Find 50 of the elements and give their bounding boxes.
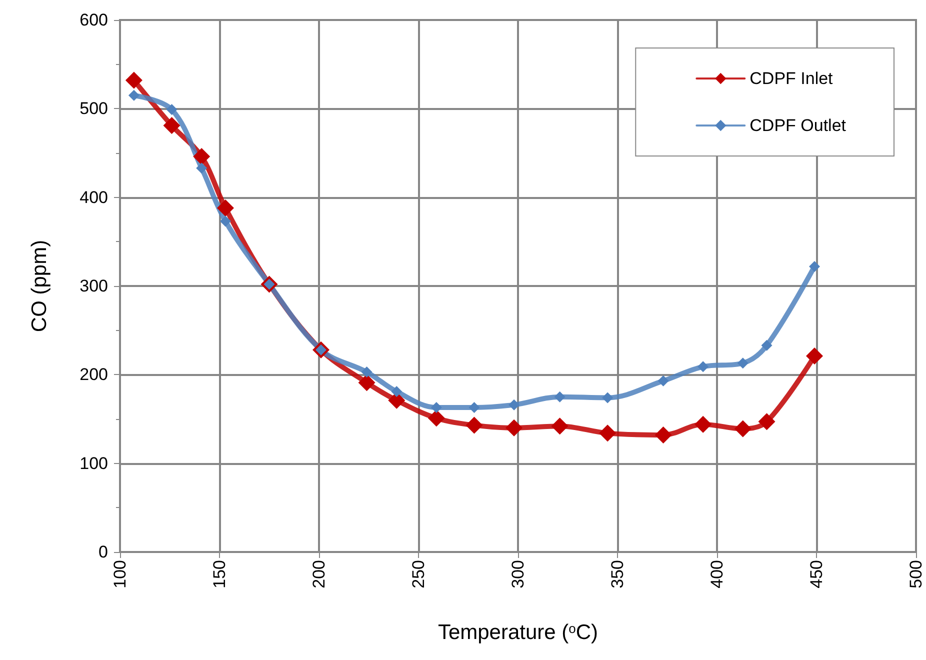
- point: [694, 416, 712, 433]
- y-tick-label: 400: [80, 188, 108, 207]
- point: [554, 391, 566, 402]
- point: [430, 402, 442, 413]
- point: [508, 399, 520, 410]
- point: [551, 418, 568, 435]
- point: [428, 410, 445, 427]
- point: [166, 104, 178, 116]
- point: [193, 148, 210, 166]
- point: [599, 424, 616, 442]
- point: [806, 348, 824, 365]
- point: [128, 90, 140, 101]
- point: [163, 117, 180, 134]
- point: [196, 162, 208, 174]
- legend-label: CDPF Outlet: [750, 116, 846, 135]
- point: [758, 413, 776, 430]
- point: [391, 386, 402, 398]
- point: [658, 375, 669, 386]
- point: [761, 340, 772, 351]
- x-tick-label: 400: [708, 560, 726, 588]
- point: [466, 416, 483, 434]
- point: [698, 361, 709, 372]
- x-tick-label: 450: [807, 560, 826, 588]
- y-axis-title: CO (ppm): [28, 240, 51, 332]
- point: [361, 366, 372, 378]
- point: [602, 392, 614, 404]
- x-tick-label: 500: [906, 560, 926, 588]
- x-tick-label: 350: [608, 560, 627, 588]
- point: [358, 374, 376, 392]
- point: [220, 216, 231, 227]
- y-tick-label: 200: [80, 365, 108, 384]
- x-tick-label: 300: [508, 560, 528, 588]
- point: [809, 260, 820, 272]
- y-tick-label: 500: [80, 99, 108, 118]
- point: [654, 426, 672, 444]
- point: [468, 402, 480, 413]
- y-tick-label: 600: [80, 10, 108, 30]
- x-tick-label: 250: [409, 560, 428, 588]
- point: [734, 420, 752, 438]
- x-tick-label: 100: [110, 560, 130, 588]
- point: [216, 199, 234, 216]
- y-tick-label: 100: [80, 454, 108, 473]
- x-tick-label: 200: [310, 560, 328, 588]
- point: [506, 419, 523, 436]
- legend-label: CDPF Inlet: [750, 69, 834, 88]
- x-tick-label: 150: [210, 560, 229, 588]
- point: [737, 358, 748, 369]
- y-tick-label: 300: [80, 276, 108, 296]
- point: [125, 72, 142, 89]
- y-tick-label: 0: [98, 542, 108, 562]
